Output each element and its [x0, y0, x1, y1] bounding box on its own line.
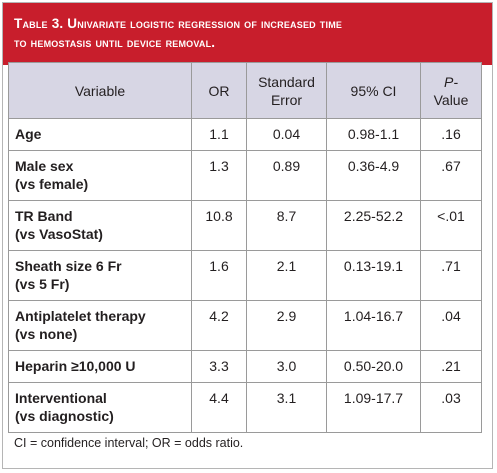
cell-or: 1.6 [191, 250, 247, 301]
cell-se: 0.89 [246, 150, 327, 201]
cell-p: .16 [420, 118, 482, 151]
header-row: Variable OR Standard Error 95% CI P- Value [8, 62, 482, 119]
cell-or: 1.1 [191, 118, 247, 151]
cell-ci: 0.36-4.9 [326, 150, 421, 201]
header-or: OR [191, 62, 247, 119]
table-row: Age 1.1 0.04 0.98-1.1.16 [8, 118, 482, 151]
cell-se: 3.0 [246, 350, 327, 383]
table-row: Heparin ≥10,000 U 3.3 3.0 0.50-20.0.21 [8, 350, 482, 383]
cell-or: 4.4 [191, 382, 247, 433]
table-title-line-2: to hemostasis until device removal. [14, 35, 216, 50]
table-footnote: CI = confidence interval; OR = odds rati… [14, 436, 244, 450]
cell-or: 3.3 [191, 350, 247, 383]
cell-se: 2.1 [246, 250, 327, 301]
cell-se: 2.9 [246, 300, 327, 351]
cell-p: .03 [420, 382, 482, 433]
cell-se: 3.1 [246, 382, 327, 433]
table-container: Variable OR Standard Error 95% CI P- Value… [8, 62, 482, 433]
cell-ci: 0.50-20.0 [326, 350, 421, 383]
cell-p: <.01 [420, 200, 482, 251]
cell-p: .21 [420, 350, 482, 383]
cell-p: .71 [420, 250, 482, 301]
cell-p: .04 [420, 300, 482, 351]
cell-se: 0.04 [246, 118, 327, 151]
header-p-value: P- Value [420, 62, 482, 119]
table-row: Antiplatelet therapy (vs none) 4.2 2.9 1.04-… [8, 300, 482, 351]
regression-table: Variable OR Standard Error 95% CI P- Value… [8, 62, 482, 433]
table-row: Interventional (vs diagnostic) 4.4 3.1 1.09-… [8, 382, 482, 433]
cell-variable: Sheath size 6 Fr (vs 5 Fr) [8, 250, 192, 301]
cell-variable: Male sex (vs female) [8, 150, 192, 201]
cell-or: 4.2 [191, 300, 247, 351]
cell-ci: 1.09-17.7 [326, 382, 421, 433]
table-title: Table 3. Univariate logistic regression … [3, 3, 492, 65]
cell-se: 8.7 [246, 200, 327, 251]
cell-variable: Interventional (vs diagnostic) [8, 382, 192, 433]
cell-p: .67 [420, 150, 482, 201]
cell-ci: 0.13-19.1 [326, 250, 421, 301]
table-row: Sheath size 6 Fr (vs 5 Fr) 1.6 2.1 0.13-19.1… [8, 250, 482, 301]
cell-variable: Antiplatelet therapy (vs none) [8, 300, 192, 351]
cell-or: 10.8 [191, 200, 247, 251]
table-row: TR Band (vs VasoStat) 10.8 8.7 2.25-52.2 <.01 [8, 200, 482, 251]
cell-ci: 1.04-16.7 [326, 300, 421, 351]
cell-variable: TR Band (vs VasoStat) [8, 200, 192, 251]
cell-ci: 2.25-52.2 [326, 200, 421, 251]
header-ci: 95% CI [326, 62, 421, 119]
table-row: Male sex (vs female) 1.3 0.89 0.36-4.9.67 [8, 150, 482, 201]
cell-or: 1.3 [191, 150, 247, 201]
cell-ci: 0.98-1.1 [326, 118, 421, 151]
cell-variable: Heparin ≥10,000 U [8, 350, 192, 383]
header-standard-error: Standard Error [246, 62, 327, 119]
cell-variable: Age [8, 118, 192, 151]
header-variable: Variable [8, 62, 192, 119]
table-title-line-1: Table 3. Univariate logistic regression … [14, 16, 343, 31]
